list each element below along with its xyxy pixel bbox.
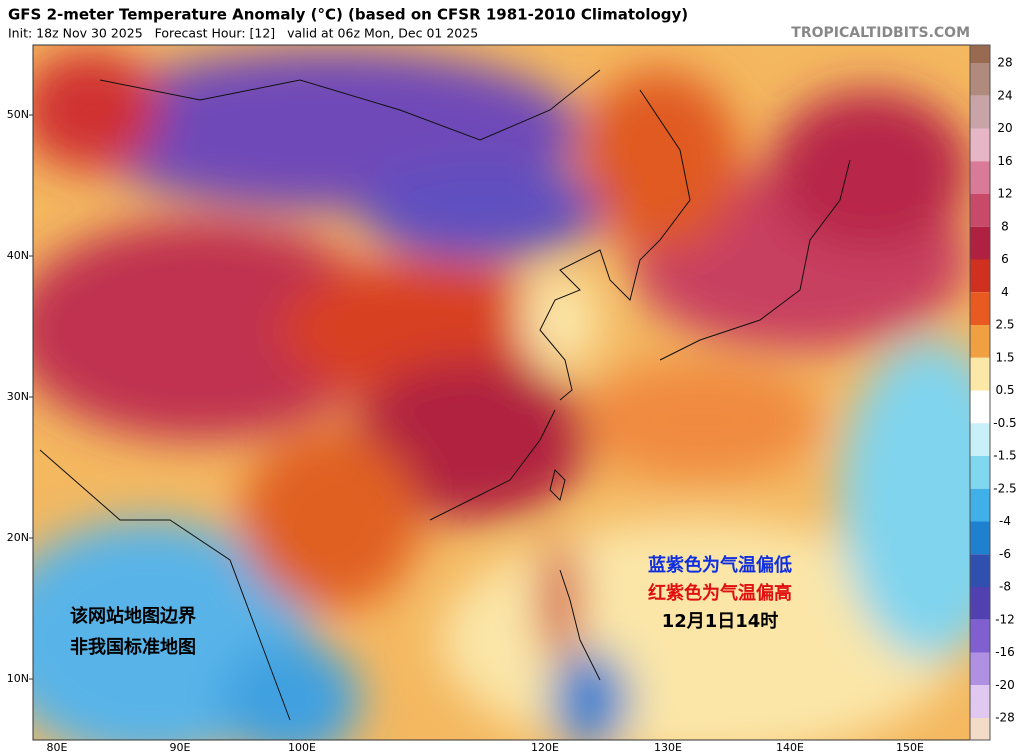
- colorbar-label: -1.5: [993, 449, 1016, 463]
- annotation: 红紫色为气温偏高: [648, 582, 792, 604]
- colorbar-label: 12: [997, 187, 1012, 201]
- colorbar-swatch: [970, 718, 990, 740]
- colorbar-swatch: [970, 325, 990, 358]
- map: [33, 45, 970, 740]
- colorbar-label: 0.5: [995, 383, 1014, 397]
- colorbar-frame: [969, 44, 991, 741]
- colorbar-label: -12: [995, 612, 1015, 626]
- annotation: 12月1日14时: [662, 611, 779, 632]
- lon-label: 100E: [288, 741, 316, 754]
- colorbar-label: 6: [1001, 252, 1009, 266]
- colorbar-swatch: [970, 456, 990, 489]
- colorbar-swatch: [970, 292, 990, 325]
- colorbar-swatch: [970, 488, 990, 522]
- colorbar-label: 28: [997, 56, 1012, 70]
- colorbar-label: -0.5: [993, 416, 1016, 430]
- lon-label: 140E: [776, 741, 804, 754]
- colorbar-swatch: [970, 194, 990, 227]
- colorbar-swatch: [970, 521, 990, 555]
- colorbar-label: -16: [995, 645, 1015, 659]
- lat-label: 10N: [7, 672, 29, 685]
- colorbar-swatch: [970, 128, 990, 162]
- colorbar-label: 4: [1001, 285, 1009, 299]
- anomaly-field: [33, 50, 970, 740]
- colorbar-label: -20: [995, 678, 1015, 692]
- title: GFS 2-meter Temperature Anomaly (°C) (ba…: [8, 6, 688, 24]
- annotation: 蓝紫色为气温偏低: [648, 554, 792, 576]
- colorbar-swatch: [970, 226, 990, 260]
- lon-label: 150E: [896, 741, 924, 754]
- colorbar-swatch: [970, 619, 990, 653]
- colorbar-label: -28: [995, 711, 1015, 725]
- colorbar-swatch: [970, 652, 990, 686]
- colorbar-label: 24: [997, 88, 1012, 102]
- lat-label: 20N: [7, 531, 29, 544]
- colorbar-swatch: [970, 63, 990, 96]
- site-name: TROPICALTIDBITS.COM: [791, 25, 970, 41]
- colorbar-swatch: [970, 45, 990, 63]
- coastlines: [39, 69, 851, 721]
- colorbar-swatch: [970, 259, 990, 293]
- colorbar-swatch: [970, 357, 990, 391]
- colorbar-label: -6: [999, 547, 1011, 561]
- lon-label: 130E: [654, 741, 682, 754]
- lat-label: 30N: [7, 390, 29, 403]
- colorbar-swatch: [970, 554, 990, 587]
- colorbar-label: -2.5: [993, 481, 1016, 495]
- colorbar-swatch: [970, 95, 990, 129]
- colorbar-swatch: [970, 587, 990, 620]
- colorbar-swatch: [970, 390, 990, 424]
- lat-label: 40N: [7, 249, 29, 262]
- colorbar-swatch: [970, 685, 990, 718]
- disclaimer: 该网站地图边界: [70, 605, 196, 627]
- colorbar-label: 8: [1001, 219, 1009, 233]
- disclaimer: 非我国标准地图: [70, 636, 196, 658]
- colorbar-swatch: [970, 423, 990, 456]
- colorbar-label: 1.5: [995, 350, 1014, 364]
- colorbar-label: -8: [999, 580, 1011, 594]
- lon-label: 120E: [531, 741, 559, 754]
- colorbar-label: 20: [997, 121, 1012, 135]
- lat-label: 50N: [7, 108, 29, 121]
- colorbar-label: -4: [999, 514, 1011, 528]
- colorbar-swatch: [970, 161, 990, 194]
- lon-label: 80E: [47, 741, 68, 754]
- lon-label: 90E: [170, 741, 191, 754]
- colorbar-label: 16: [997, 154, 1012, 168]
- colorbar-label: 2.5: [995, 318, 1014, 332]
- subtitle: Init: 18z Nov 30 2025 Forecast Hour: [12…: [8, 26, 478, 41]
